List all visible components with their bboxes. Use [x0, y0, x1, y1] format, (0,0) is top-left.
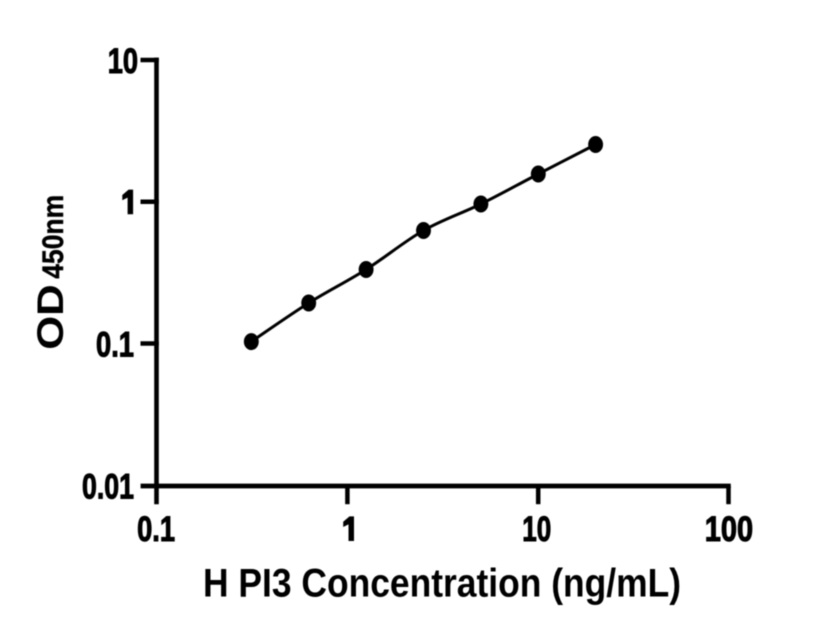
svg-text:0.1: 0.1 [137, 510, 175, 549]
svg-text:0.01: 0.01 [82, 468, 134, 507]
svg-text:450nm: 450nm [37, 195, 70, 279]
svg-text:0.1: 0.1 [96, 325, 134, 364]
svg-text:OD: OD [29, 284, 71, 350]
svg-text:10: 10 [522, 510, 551, 549]
svg-text:10: 10 [108, 42, 138, 81]
svg-text:H PI3 Concentration (ng/mL): H PI3 Concentration (ng/mL) [203, 562, 681, 606]
svg-text:100: 100 [705, 510, 753, 549]
